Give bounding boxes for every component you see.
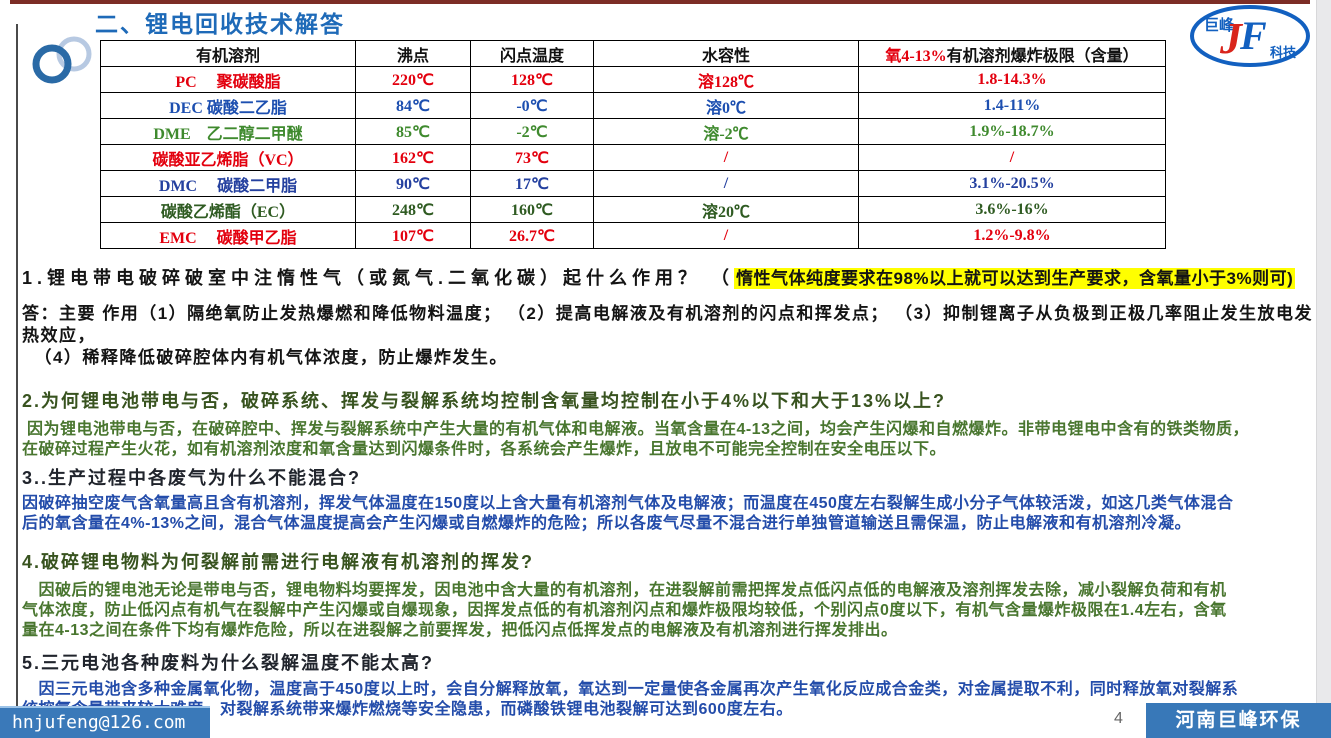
- cell-solubility: /: [593, 170, 859, 197]
- table-header-row: 有机溶剂 沸点 闪点温度 水容性 氧4-13%有机溶剂爆炸极限（含量）: [100, 40, 1166, 67]
- header-explosion-red-part: 氧4-13%: [885, 47, 947, 65]
- table-row: EMC 碳酸甲乙脂 107℃ 26.7℃ / 1.2%-9.8%: [100, 222, 1166, 249]
- header-explosion-black-part: 有机溶剂爆炸极限（含量）: [946, 47, 1139, 65]
- cell-solubility: 溶0℃: [593, 92, 859, 119]
- logo-monogram-j: J: [1219, 14, 1244, 63]
- footer-company-name: 河南巨峰环保: [1146, 703, 1331, 738]
- cell-explosion: /: [858, 144, 1166, 171]
- cell-solubility: 溶-2℃: [593, 118, 859, 145]
- table-row: PC 聚碳酸脂 220℃ 128℃ 溶128℃ 1.8-14.3%: [100, 66, 1166, 93]
- right-edge-strip: [1316, 0, 1331, 738]
- footer-email: hnjufeng@126.com: [0, 706, 210, 738]
- cell-boiling: 220℃: [355, 66, 471, 93]
- rings-decoration-icon: [32, 36, 92, 84]
- logo-name-bottom: 科技: [1270, 45, 1297, 60]
- cell-flash: 160℃: [470, 196, 594, 223]
- table-row: 碳酸乙烯酯（EC） 248℃ 160℃ 溶20℃ 3.6%-16%: [100, 196, 1166, 223]
- logo-monogram-f: F: [1239, 13, 1267, 58]
- cell-flash: -2℃: [470, 118, 594, 145]
- cell-solubility: 溶128℃: [593, 66, 859, 93]
- cell-explosion: 3.1%-20.5%: [858, 170, 1166, 197]
- answer-2: 因为锂电池带电与否，在破碎腔中、挥发与裂解系统中产生大量的有机气体和电解液。当氧…: [22, 421, 1249, 458]
- cell-solvent: 碳酸亚乙烯脂（VC）: [100, 144, 356, 171]
- cell-flash: 73℃: [470, 144, 594, 171]
- header-explosion-limit: 氧4-13%有机溶剂爆炸极限（含量）: [858, 40, 1166, 67]
- page-number: 4: [1114, 710, 1123, 727]
- cell-solvent: PC 聚碳酸脂: [100, 66, 356, 93]
- table-row: DME 乙二醇二甲醚 85℃ -2℃ 溶-2℃ 1.9%-18.7%: [100, 118, 1166, 145]
- question-1: 1.锂电带电破碎破室中注惰性气（或氮气.二氧化碳）起什么作用？ （惰性气体纯度要…: [22, 266, 1316, 291]
- cell-solvent: DME 乙二醇二甲醚: [100, 118, 356, 145]
- answer-3: 因破碎抽空废气含氧量高且含有机溶剂，挥发气体温度在150度以上含大量有机溶剂气体…: [22, 495, 1234, 532]
- table-row: DMC 碳酸二甲脂 90℃ 17℃ / 3.1%-20.5%: [100, 170, 1166, 197]
- left-edge-line: [16, 24, 18, 706]
- header-water-solubility: 水容性: [593, 40, 859, 67]
- cell-flash: 128℃: [470, 66, 594, 93]
- cell-explosion: 1.8-14.3%: [858, 66, 1166, 93]
- cell-flash: 17℃: [470, 170, 594, 197]
- cell-solubility: /: [593, 222, 859, 249]
- table-row: DEC 碳酸二乙脂 84℃ -0℃ 溶0℃ 1.4-11%: [100, 92, 1166, 119]
- question-4: 4.破碎锂电物料为何裂解前需进行电解液有机溶剂的挥发?: [22, 552, 535, 572]
- cell-explosion: 1.4-11%: [858, 92, 1166, 119]
- header-flash-point: 闪点温度: [470, 40, 594, 67]
- cell-boiling: 90℃: [355, 170, 471, 197]
- cell-flash: 26.7℃: [470, 222, 594, 249]
- cell-explosion: 1.2%-9.8%: [858, 222, 1166, 249]
- logo-name-top: 巨峰: [1204, 16, 1235, 34]
- answer-4: 因破后的锂电池无论是带电与否，锂电物料均要挥发，因电池中含大量的有机溶剂，在进裂…: [22, 582, 1227, 639]
- header-solvent: 有机溶剂: [100, 40, 356, 67]
- solvent-properties-table: 有机溶剂 沸点 闪点温度 水容性 氧4-13%有机溶剂爆炸极限（含量） PC 聚…: [100, 40, 1166, 249]
- page-title: 二、锂电回收技术解答: [95, 11, 345, 37]
- header-boiling-point: 沸点: [355, 40, 471, 67]
- cell-boiling: 85℃: [355, 118, 471, 145]
- cell-solubility: 溶20℃: [593, 196, 859, 223]
- cell-boiling: 162℃: [355, 144, 471, 171]
- cell-boiling: 248℃: [355, 196, 471, 223]
- cell-solvent: EMC 碳酸甲乙脂: [100, 222, 356, 249]
- question-5: 5.三元电池各种废料为什么裂解温度不能太高?: [22, 653, 435, 673]
- cell-solvent: 碳酸乙烯酯（EC）: [100, 196, 356, 223]
- table-row: 碳酸亚乙烯脂（VC） 162℃ 73℃ / /: [100, 144, 1166, 171]
- cell-solvent: DEC 碳酸二乙脂: [100, 92, 356, 119]
- answer-5: 因三元电池含多种金属氧化物，温度高于450度以上时，会自分解释放氧，氧达到一定量…: [22, 681, 1239, 718]
- question-2: 2.为何锂电池带电与否，破碎系统、挥发与裂解系统均控制含氧量均控制在小于4%以下…: [22, 391, 947, 411]
- cell-solvent: DMC 碳酸二甲脂: [100, 170, 356, 197]
- question-1-text: 1.锂电带电破碎破室中注惰性气（或氮气.二氧化碳）起什么作用？ （: [22, 268, 735, 288]
- question-3: 3..生产过程中各废气为什么不能混合?: [22, 468, 362, 488]
- jf-company-logo-icon: 巨峰 J F 科技: [1190, 5, 1310, 67]
- cell-flash: -0℃: [470, 92, 594, 119]
- qa-section: 1.锂电带电破碎破室中注惰性气（或氮气.二氧化碳）起什么作用？ （惰性气体纯度要…: [22, 266, 1316, 720]
- question-1-highlight: 惰性气体纯度要求在98%以上就可以达到生产要求，含氧量小于3%则可): [734, 268, 1296, 289]
- cell-explosion: 1.9%-18.7%: [858, 118, 1166, 145]
- cell-solubility: /: [593, 144, 859, 171]
- cell-boiling: 107℃: [355, 222, 471, 249]
- cell-explosion: 3.6%-16%: [858, 196, 1166, 223]
- answer-1: 答：主要 作用（1）隔绝氧防止发热爆燃和降低物料温度； （2）提高电解液及有机溶…: [22, 304, 1314, 367]
- top-accent-line: [10, 0, 1310, 4]
- cell-boiling: 84℃: [355, 92, 471, 119]
